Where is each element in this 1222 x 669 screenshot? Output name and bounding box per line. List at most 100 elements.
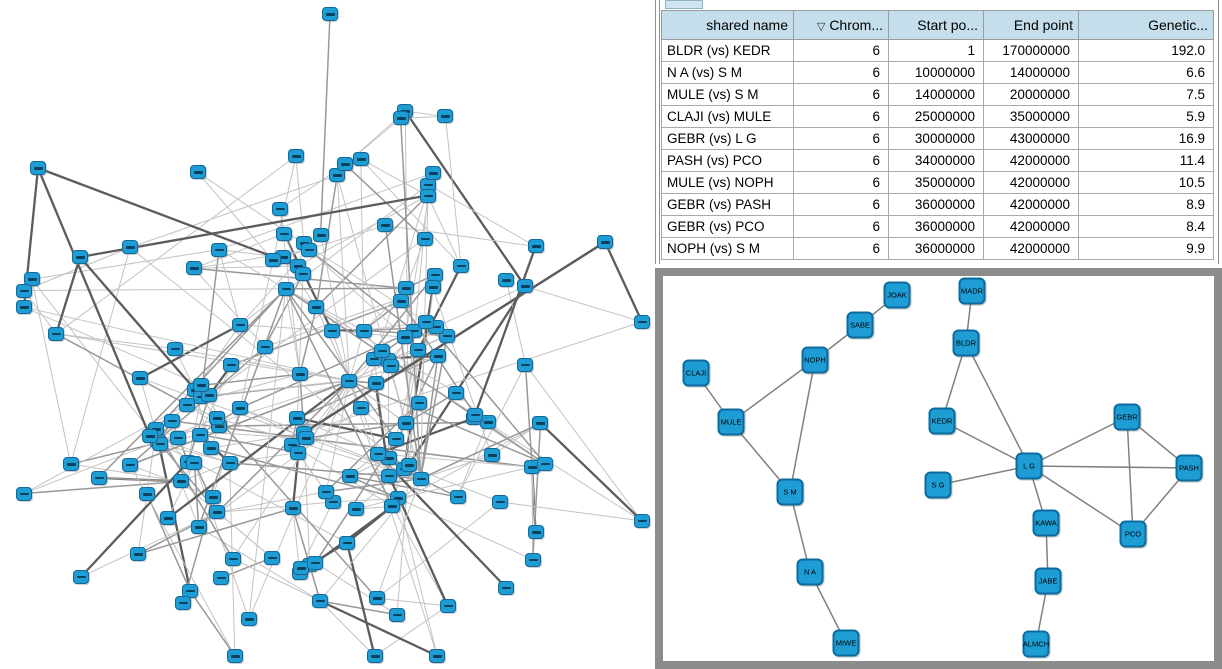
network-node[interactable] bbox=[272, 201, 289, 216]
network-node[interactable] bbox=[527, 525, 544, 540]
network-node[interactable] bbox=[223, 357, 240, 372]
network-node[interactable] bbox=[524, 552, 541, 567]
table-row[interactable]: NOPH (vs) S M 6 36000000 42000000 9.9 bbox=[661, 237, 1214, 260]
subnetwork-edge-L G-GEBR[interactable] bbox=[1028, 416, 1128, 467]
network-node[interactable] bbox=[329, 168, 346, 183]
network-node[interactable] bbox=[338, 535, 355, 550]
network-node[interactable] bbox=[167, 341, 184, 356]
network-node[interactable] bbox=[387, 431, 404, 446]
network-node[interactable] bbox=[221, 455, 238, 470]
subnetwork-panel[interactable]: JOAK MADR SABE NOPH CLAJI MULE BLDR KEDR GEBR L G… bbox=[655, 268, 1222, 669]
network-node[interactable] bbox=[392, 111, 409, 126]
column-header-chrom---[interactable]: ▽ Chrom... bbox=[793, 10, 889, 40]
table-row[interactable]: GEBR (vs) PCO 6 36000000 42000000 8.4 bbox=[661, 215, 1214, 238]
node-KEDR[interactable]: KEDR bbox=[928, 407, 956, 435]
network-node[interactable] bbox=[341, 469, 358, 484]
node-S-G[interactable]: S G bbox=[924, 471, 952, 499]
network-node[interactable] bbox=[240, 612, 257, 627]
network-node[interactable] bbox=[483, 448, 500, 463]
table-scrollbar-track[interactable] bbox=[1218, 0, 1219, 264]
column-header-start-po---[interactable]: Start po... bbox=[888, 10, 984, 40]
network-node[interactable] bbox=[121, 240, 138, 255]
network-node[interactable] bbox=[209, 505, 226, 520]
network-node[interactable] bbox=[231, 317, 248, 332]
network-node[interactable] bbox=[492, 494, 509, 509]
network-node[interactable] bbox=[400, 458, 417, 473]
network-node[interactable] bbox=[312, 593, 329, 608]
network-node[interactable] bbox=[424, 166, 441, 181]
network-node[interactable] bbox=[163, 413, 180, 428]
network-node[interactable] bbox=[90, 470, 107, 485]
column-header-genetic---[interactable]: Genetic... bbox=[1078, 10, 1214, 40]
node-SABE[interactable]: SABE bbox=[846, 311, 874, 339]
node-GEBR[interactable]: GEBR bbox=[1113, 403, 1141, 431]
network-node[interactable] bbox=[72, 250, 88, 264]
network-node[interactable] bbox=[224, 551, 241, 566]
network-node[interactable] bbox=[284, 501, 301, 516]
network-node[interactable] bbox=[256, 339, 273, 354]
network-node[interactable] bbox=[16, 486, 32, 501]
network-node[interactable] bbox=[398, 416, 415, 431]
network-node[interactable] bbox=[209, 411, 226, 426]
network-node[interactable] bbox=[297, 431, 314, 446]
network-node[interactable] bbox=[517, 357, 534, 372]
network-node[interactable] bbox=[397, 281, 414, 296]
network-node[interactable] bbox=[439, 328, 456, 343]
network-node[interactable] bbox=[448, 385, 465, 400]
subnetwork-edge-L G-PCO[interactable] bbox=[1028, 465, 1134, 535]
network-node[interactable] bbox=[498, 273, 515, 288]
network-node[interactable] bbox=[130, 547, 147, 562]
subnetwork-edge-MULE-NOPH[interactable] bbox=[730, 359, 816, 423]
network-node[interactable] bbox=[449, 489, 466, 504]
node-MULE[interactable]: MULE bbox=[717, 408, 745, 436]
network-node[interactable] bbox=[212, 570, 229, 585]
network-node[interactable] bbox=[439, 598, 456, 613]
network-node[interactable] bbox=[193, 378, 210, 393]
subnetwork-edge-GEBR-PCO[interactable] bbox=[1126, 416, 1134, 535]
network-node[interactable] bbox=[532, 416, 549, 431]
network-node[interactable] bbox=[232, 401, 249, 416]
table-row[interactable]: MULE (vs) S M 6 14000000 20000000 7.5 bbox=[661, 83, 1214, 106]
column-header-end-point[interactable]: End point bbox=[983, 10, 1079, 40]
network-node[interactable] bbox=[160, 511, 177, 526]
network-node[interactable] bbox=[318, 484, 335, 499]
network-node[interactable] bbox=[352, 152, 369, 166]
network-node[interactable] bbox=[72, 569, 89, 584]
node-MADR[interactable]: MADR bbox=[958, 277, 986, 305]
network-node[interactable] bbox=[291, 367, 308, 382]
network-node[interactable] bbox=[410, 395, 427, 410]
subnetwork-edge-S G-L G[interactable] bbox=[937, 465, 1030, 486]
subnetwork-edge-KEDR-L G[interactable] bbox=[941, 420, 1030, 467]
network-node[interactable] bbox=[307, 555, 324, 570]
network-node[interactable] bbox=[290, 445, 307, 460]
network-node[interactable] bbox=[204, 490, 221, 504]
network-node[interactable] bbox=[30, 161, 46, 175]
network-node[interactable] bbox=[16, 283, 32, 298]
network-node[interactable] bbox=[190, 520, 207, 535]
network-node[interactable] bbox=[287, 149, 304, 164]
network-node[interactable] bbox=[275, 226, 292, 241]
network-node[interactable] bbox=[597, 235, 613, 249]
network-node[interactable] bbox=[377, 218, 394, 233]
network-node[interactable] bbox=[412, 471, 429, 486]
network-node[interactable] bbox=[62, 457, 79, 472]
node-JABE[interactable]: JABE bbox=[1034, 567, 1062, 595]
network-node[interactable] bbox=[397, 330, 414, 345]
network-node[interactable] bbox=[498, 580, 515, 595]
network-node[interactable] bbox=[264, 550, 280, 565]
network-node[interactable] bbox=[437, 109, 454, 124]
network-node[interactable] bbox=[295, 266, 312, 281]
column-header-shared-name[interactable]: shared name bbox=[661, 10, 794, 40]
network-node[interactable] bbox=[322, 7, 338, 21]
node-ALMCH[interactable]: ALMCH bbox=[1022, 630, 1050, 658]
network-node[interactable] bbox=[185, 261, 202, 276]
network-node[interactable] bbox=[384, 499, 401, 514]
table-row[interactable]: MULE (vs) NOPH 6 35000000 42000000 10.5 bbox=[661, 171, 1214, 194]
network-node[interactable] bbox=[369, 446, 386, 461]
network-node[interactable] bbox=[139, 487, 156, 502]
network-node[interactable] bbox=[141, 429, 158, 444]
network-node[interactable] bbox=[374, 343, 391, 358]
node-S-M[interactable]: S M bbox=[776, 478, 804, 506]
network-node[interactable] bbox=[202, 441, 219, 456]
network-node[interactable] bbox=[341, 373, 358, 388]
